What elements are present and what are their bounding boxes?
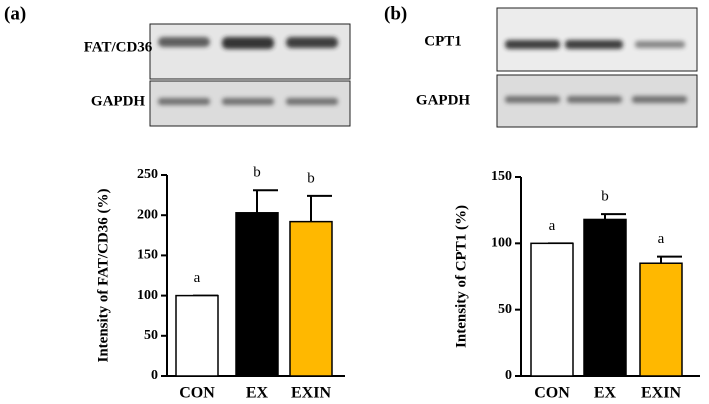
bar bbox=[235, 212, 279, 377]
band bbox=[158, 98, 210, 105]
blot-label: CPT1 bbox=[424, 33, 462, 49]
band bbox=[567, 96, 622, 103]
significance-letter: b bbox=[307, 170, 315, 186]
significance-letter: a bbox=[658, 231, 665, 247]
y-tick-label: 50 bbox=[498, 302, 512, 317]
band bbox=[505, 40, 560, 49]
blot-frame bbox=[149, 23, 351, 80]
blot-label: GAPDH bbox=[416, 92, 470, 108]
x-tick-label: EXIN bbox=[291, 385, 331, 402]
blot-label: GAPDH bbox=[91, 93, 145, 109]
bar bbox=[639, 262, 683, 377]
band bbox=[635, 41, 685, 48]
x-tick-label: CON bbox=[534, 385, 570, 402]
significance-letter: b bbox=[601, 189, 609, 205]
y-tick-label: 100 bbox=[491, 236, 512, 251]
significance-letter: b bbox=[253, 165, 261, 181]
bar bbox=[530, 242, 574, 377]
western-blot-a bbox=[149, 23, 351, 127]
y-tick-label: 0 bbox=[151, 368, 158, 383]
significance-letter: a bbox=[549, 218, 556, 234]
bar bbox=[289, 220, 333, 377]
blot-frame bbox=[496, 7, 698, 72]
band bbox=[565, 40, 623, 49]
significance-letter: a bbox=[194, 270, 201, 286]
band bbox=[632, 96, 687, 103]
y-tick-label: 0 bbox=[505, 368, 512, 383]
y-tick-label: 150 bbox=[137, 248, 158, 263]
y-tick-label: 200 bbox=[137, 207, 158, 222]
western-blot-b bbox=[496, 7, 698, 128]
bar bbox=[175, 294, 219, 377]
y-tick-label: 50 bbox=[144, 328, 158, 343]
band bbox=[158, 37, 210, 47]
x-tick-label: CON bbox=[179, 385, 215, 402]
y-tick-label: 250 bbox=[137, 167, 158, 182]
blot-label: FAT/CD36 bbox=[84, 39, 153, 55]
panel-label: (b) bbox=[384, 3, 407, 24]
x-tick-label: EX bbox=[246, 385, 269, 402]
y-axis-label: Intensity of FAT/CD36 (%) bbox=[95, 188, 111, 362]
y-tick-label: 150 bbox=[491, 169, 512, 184]
bar bbox=[583, 218, 627, 377]
band bbox=[286, 37, 338, 48]
panel-label: (a) bbox=[4, 3, 26, 24]
y-axis-label: Intensity of CPT1 (%) bbox=[453, 205, 469, 348]
x-tick-label: EXIN bbox=[641, 385, 681, 402]
band bbox=[286, 98, 338, 105]
band bbox=[505, 96, 560, 103]
x-tick-label: EX bbox=[594, 385, 617, 402]
band bbox=[222, 37, 274, 49]
band bbox=[222, 98, 274, 105]
y-tick-label: 100 bbox=[137, 288, 158, 303]
